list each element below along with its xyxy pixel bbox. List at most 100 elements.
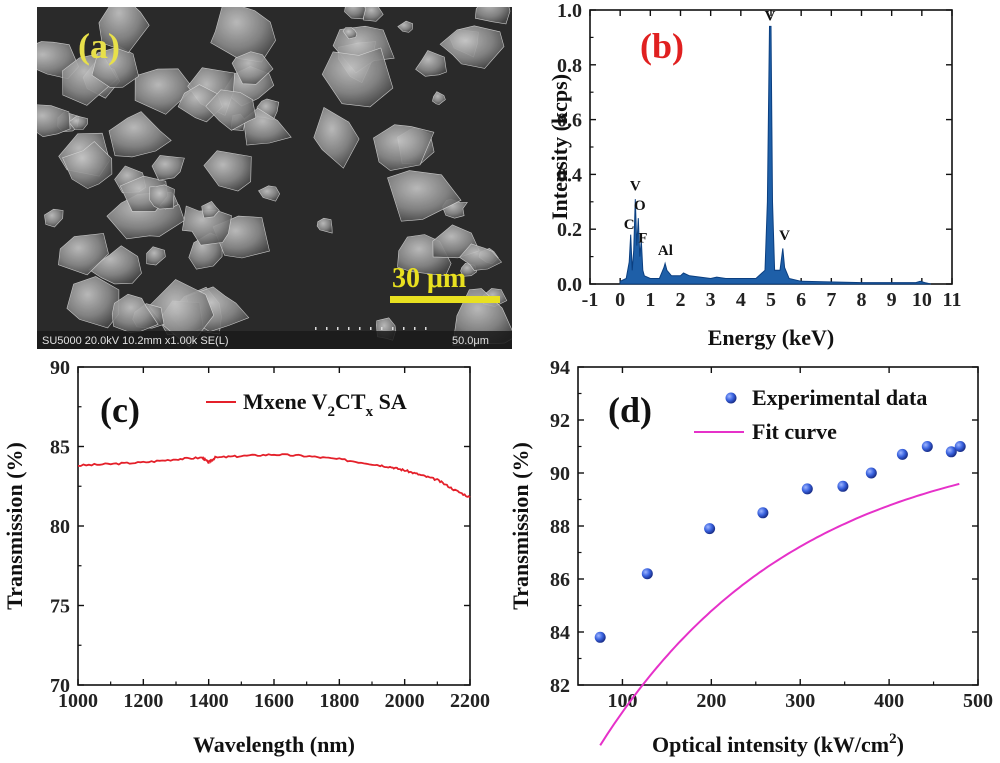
x-tick-label: 0 [615,289,625,311]
x-tick-label: 1200 [123,690,163,712]
panel-c-transmission-chart: 1000 1200 1400 1600 1800 2000 2200 70 75 80 85 90 Wa… [2,357,490,757]
x-tick-label: 1000 [58,690,98,712]
y-axis-title: Intensity (kcps) [547,74,572,220]
x-tick-label: 8 [857,289,867,311]
y-tick-label: 70 [50,675,70,697]
legend-label-experimental: Experimental data [752,385,927,410]
y-tick-label: 84 [550,622,570,644]
x-tick-label: -1 [582,289,599,311]
sem-particle [432,91,446,105]
sem-scale-tick [326,327,328,330]
y-tick-label: 1.0 [557,0,582,22]
scale-bar [390,296,500,303]
sem-particle [62,141,113,189]
y-tick-label: 85 [50,437,70,459]
sem-info-bar [37,331,512,349]
y-tick-label: 90 [550,463,570,485]
x-tick-label: 1800 [319,690,359,712]
data-point [801,483,813,495]
sem-particle [258,185,281,202]
sem-info-scale: 50.0μm [452,335,489,347]
panel-c-label: (c) [100,390,140,430]
x-tick-label: 4 [736,289,746,311]
peak-label: V [765,9,776,25]
x-tick-label: 10 [912,289,932,311]
x-axis-title: Energy (keV) [708,325,834,350]
sem-scale-tick [403,327,405,330]
sem-scale-tick [370,327,372,330]
sem-particle [66,276,120,329]
x-tick-label: 1600 [254,690,294,712]
sem-particle [316,217,333,234]
legend-label-fit: Fit curve [752,419,837,444]
x-tick-label: 7 [826,289,836,311]
y-tick-label: 92 [550,410,570,432]
x-tick-label: 9 [887,289,897,311]
x-tick-label: 2200 [450,690,490,712]
x-tick-label: 2000 [385,690,425,712]
sem-particle [37,104,71,138]
fit-curve-line [599,482,960,746]
sem-particle [231,51,274,85]
y-tick-label: 94 [550,357,570,379]
x-tick-label: 100 [607,690,637,712]
sem-scale-tick [392,327,394,330]
peak-label: F [638,231,647,247]
series-line-transmission [77,453,471,499]
sem-particle [415,50,447,77]
y-axis-title: Transmission (%) [2,442,27,610]
sem-particle [203,150,252,192]
y-tick-label: 80 [50,516,70,538]
sem-particle [146,246,166,266]
data-point [837,480,849,492]
y-tick-label: 75 [50,596,70,618]
data-point [921,441,933,452]
x-tick-label: 6 [796,289,806,311]
data-point [945,446,957,458]
panel-b-label: (b) [640,26,684,66]
x-tick-label: 5 [766,289,776,311]
sem-particle [397,20,414,33]
sem-particle [373,124,435,171]
y-tick-label: 0.6 [557,110,582,132]
x-axis-title: Wavelength (nm) [193,732,355,757]
sem-particle [342,27,358,40]
sem-info-text: SU5000 20.0kV 10.2mm x1.00k SE(L) [42,335,228,347]
peak-label: V [630,179,641,195]
x-tick-label: 200 [696,690,726,712]
x-tick-label: 3 [706,289,716,311]
sem-scale-tick [315,327,317,330]
sem-scale-tick [337,327,339,330]
sem-particle [459,243,503,271]
sem-scale-tick [348,327,350,330]
sem-particles [37,7,512,348]
data-point [865,467,877,479]
x-tick-label: 300 [785,690,815,712]
sem-particle [321,47,394,108]
eds-spectrum-area [619,25,932,285]
x-tick-label: 400 [874,690,904,712]
y-tick-label: 82 [550,675,570,697]
sem-particle [151,155,185,181]
panel-d-saturable-absorption-chart: 100 200 300 400 500 82 84 86 88 90 92 94 Optical int… [508,357,993,757]
sem-scale-tick [425,327,427,330]
sem-particle [439,25,505,69]
sem-particle [149,184,175,210]
x-tick-label: 500 [963,690,993,712]
sem-particle [98,7,150,53]
data-point [757,507,769,519]
data-point [641,568,653,580]
x-axis-title: Optical intensity (kW/cm2) [652,731,904,757]
data-point [594,631,606,643]
sem-particle [44,208,64,228]
y-tick-label: 86 [550,569,570,591]
data-point [954,441,966,452]
sem-scale-tick [381,327,383,330]
sem-particle [313,107,360,169]
panel-a-label: (a) [78,26,120,66]
sem-particle [344,7,367,20]
panel-d-label: (d) [608,390,652,430]
sem-particle [387,170,462,222]
y-tick-label: 88 [550,516,570,538]
